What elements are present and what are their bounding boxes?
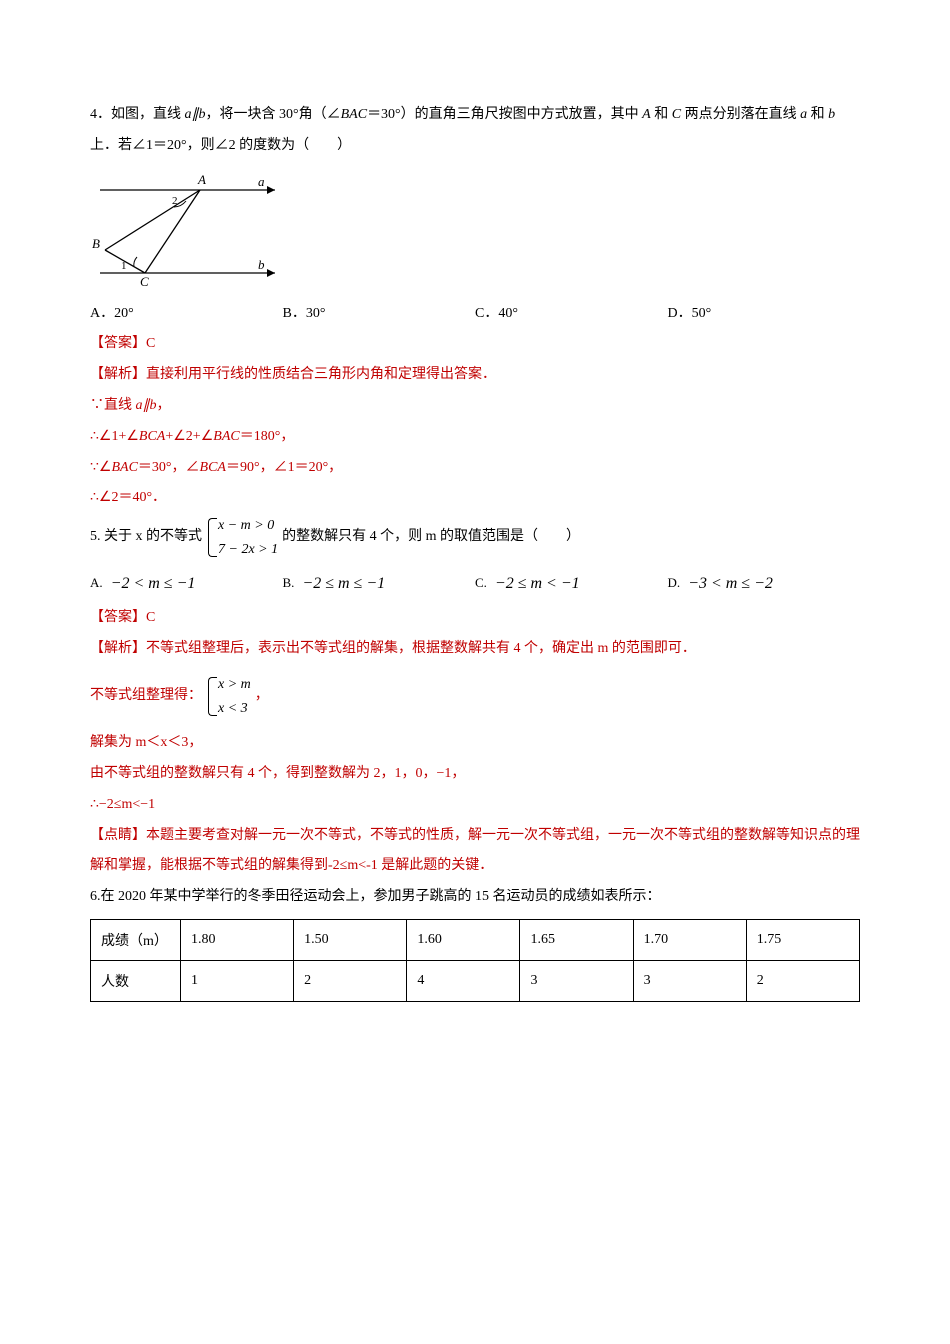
table-row: 人数 1 2 4 3 3 2	[91, 960, 860, 1001]
q5-opt-b-label: B.	[283, 575, 295, 593]
label-b: b	[258, 257, 265, 272]
q4-c-pt: C	[672, 107, 681, 122]
label-C: C	[140, 274, 149, 288]
q5-sys-row1: x − m > 0	[218, 514, 278, 538]
q4-step2-b: BCA	[139, 429, 165, 444]
q5-option-d: D. −3 < m ≤ −2	[668, 575, 861, 593]
q4-step4: ∴∠2＝40°．	[90, 483, 860, 514]
q4-step1-c: ，	[157, 398, 171, 413]
q4-option-a: A．20°	[90, 299, 283, 330]
q4-text-e: 两点分别落在直线	[681, 107, 800, 122]
q5-prefix: 5. 关于 x 的不等式	[90, 522, 202, 553]
q5-opt-c-expr: −2 ≤ m < −1	[495, 575, 580, 593]
label-B: B	[92, 236, 100, 251]
q5-options: A. −2 < m ≤ −1 B. −2 ≤ m ≤ −1 C. −2 ≤ m …	[90, 575, 860, 593]
q6-row1-header: 成绩（m）	[91, 919, 181, 960]
q5-opt-b-expr: −2 ≤ m ≤ −1	[302, 575, 385, 593]
q6-cell: 3	[520, 960, 633, 1001]
q4-text-f: 和	[807, 107, 828, 122]
q4-step1-b: a∥b	[136, 398, 157, 413]
q5-step2: 解集为 m＜x＜3，	[90, 728, 860, 759]
q4-text-b: ，将一块含 30°角（∠	[206, 107, 341, 122]
q6-cell: 2	[294, 960, 407, 1001]
q4-step1: ∵直线 a∥b，	[90, 391, 860, 422]
q6-cell: 1.60	[407, 919, 520, 960]
q5-step1-suffix: ，	[255, 681, 269, 712]
q5-step1-row1: x > m	[218, 673, 251, 697]
triangle-diagram-svg: A B C a b 2 1	[90, 168, 290, 288]
q4-option-d: D．50°	[668, 299, 861, 330]
q4-diagram: A B C a b 2 1	[90, 168, 860, 293]
q4-step2-d: BAC	[213, 429, 239, 444]
q4-ab: a∥b	[185, 107, 206, 122]
q4-step2: ∴∠1+∠BCA+∠2+∠BAC＝180°，	[90, 422, 860, 453]
q4-options: A．20° B．30° C．40° D．50°	[90, 299, 860, 330]
q4-step1-a: ∵直线	[90, 398, 136, 413]
q5-opt-d-expr: −3 < m ≤ −2	[688, 575, 773, 593]
q5-step4: ∴−2≤m<−1	[90, 790, 860, 821]
q6-cell: 1.50	[294, 919, 407, 960]
q4-step2-a: ∴∠1+∠	[90, 429, 139, 444]
q5-step1-system: x > m x < 3	[206, 673, 251, 720]
document-page: 4．如图，直线 a∥b，将一块含 30°角（∠BAC＝30°）的直角三角尺按图中…	[0, 0, 950, 1062]
q4-option-c: C．40°	[475, 299, 668, 330]
q4-a-pt: A	[642, 107, 651, 122]
q5-step1: 不等式组整理得： x > m x < 3 ，	[90, 673, 269, 720]
q5-opt-c-label: C.	[475, 575, 487, 593]
q5-answer: 【答案】C	[90, 603, 860, 634]
q5-step1-row2: x < 3	[218, 697, 251, 721]
q4-step2-e: ＝180°，	[240, 429, 295, 444]
q5-stem: 5. 关于 x 的不等式 x − m > 0 7 − 2x > 1 的整数解只有…	[90, 514, 860, 561]
q4-bac: BAC	[341, 107, 367, 122]
q4-option-b: B．30°	[283, 299, 476, 330]
q5-system: x − m > 0 7 − 2x > 1	[206, 514, 278, 561]
q4-text-a: 4．如图，直线	[90, 107, 185, 122]
q5-solution-label: 【解析】不等式组整理后，表示出不等式组的解集，根据整数解共有 4 个，确定出 m…	[90, 634, 860, 665]
q5-dianjing: 【点睛】本题主要考查对解一元一次不等式，不等式的性质，解一元一次不等式组，一元一…	[90, 821, 860, 883]
q5-option-c: C. −2 ≤ m < −1	[475, 575, 668, 593]
q4-step2-c: +∠2+∠	[165, 429, 213, 444]
q4-step3-a: ∵∠	[90, 460, 111, 475]
q4-stem: 4．如图，直线 a∥b，将一块含 30°角（∠BAC＝30°）的直角三角尺按图中…	[90, 100, 860, 162]
q6-cell: 1.70	[633, 919, 746, 960]
q5-opt-d-label: D.	[668, 575, 681, 593]
q5-sys-row2: 7 − 2x > 1	[218, 538, 278, 562]
label-angle1: 1	[121, 260, 127, 272]
q5-suffix: 的整数解只有 4 个，则 m 的取值范围是（ ）	[282, 522, 580, 553]
q4-text-d: 和	[651, 107, 672, 122]
q4-b-ln: b	[828, 107, 835, 122]
q6-cell: 1.75	[746, 919, 859, 960]
label-a: a	[258, 174, 265, 189]
q5-option-a: A. −2 < m ≤ −1	[90, 575, 283, 593]
label-angle2: 2	[172, 195, 178, 207]
table-row: 成绩（m） 1.80 1.50 1.60 1.65 1.70 1.75	[91, 919, 860, 960]
q4-text-c: ＝30°）的直角三角尺按图中方式放置，其中	[367, 107, 642, 122]
q5-opt-a-expr: −2 < m ≤ −1	[111, 575, 196, 593]
q4-step3-c: ＝30°，∠	[138, 460, 200, 475]
label-A: A	[197, 172, 206, 187]
q4-answer: 【答案】C	[90, 329, 860, 360]
q6-cell: 4	[407, 960, 520, 1001]
q6-cell: 3	[633, 960, 746, 1001]
q6-cell: 1	[181, 960, 294, 1001]
q4-step3-b: BAC	[111, 460, 137, 475]
q6-table: 成绩（m） 1.80 1.50 1.60 1.65 1.70 1.75 人数 1…	[90, 919, 860, 1002]
q4-step3: ∵∠BAC＝30°，∠BCA＝90°，∠1＝20°，	[90, 453, 860, 484]
q6-cell: 1.65	[520, 919, 633, 960]
q6-row2-header: 人数	[91, 960, 181, 1001]
q5-step1-prefix: 不等式组整理得：	[90, 681, 202, 712]
q4-solution-label: 【解析】直接利用平行线的性质结合三角形内角和定理得出答案．	[90, 360, 860, 391]
q4-step3-e: ＝90°，∠1＝20°，	[226, 460, 342, 475]
q5-step3: 由不等式组的整数解只有 4 个，得到整数解为 2，1，0，−1，	[90, 759, 860, 790]
q4-text-g: 上．若∠1＝20°，则∠2 的度数为（ ）	[90, 138, 351, 153]
q5-opt-a-label: A.	[90, 575, 103, 593]
q4-step3-d: BCA	[200, 460, 226, 475]
q6-stem: 6.在 2020 年某中学举行的冬季田径运动会上，参加男子跳高的 15 名运动员…	[90, 882, 860, 913]
q6-cell: 2	[746, 960, 859, 1001]
q5-option-b: B. −2 ≤ m ≤ −1	[283, 575, 476, 593]
q6-cell: 1.80	[181, 919, 294, 960]
